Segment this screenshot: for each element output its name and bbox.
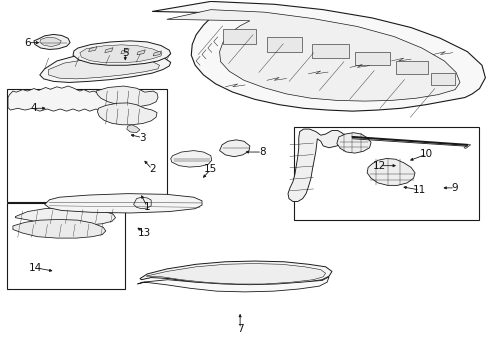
Bar	[396, 61, 428, 74]
Bar	[431, 73, 455, 85]
Polygon shape	[34, 35, 70, 49]
Text: 8: 8	[259, 147, 266, 157]
Polygon shape	[337, 133, 371, 153]
Polygon shape	[367, 158, 415, 185]
Polygon shape	[89, 46, 97, 51]
Text: 3: 3	[139, 133, 146, 143]
Text: 11: 11	[413, 185, 427, 195]
Polygon shape	[40, 51, 171, 82]
Text: 9: 9	[452, 183, 459, 193]
Polygon shape	[153, 51, 161, 56]
Polygon shape	[98, 103, 157, 125]
Bar	[223, 30, 256, 44]
Text: 13: 13	[138, 228, 151, 238]
Text: 12: 12	[373, 161, 386, 171]
Text: 10: 10	[420, 149, 433, 159]
Text: 2: 2	[149, 164, 155, 174]
Polygon shape	[96, 86, 158, 107]
Polygon shape	[127, 125, 140, 133]
Polygon shape	[8, 86, 135, 111]
Text: 14: 14	[29, 263, 43, 273]
Text: 15: 15	[204, 164, 218, 174]
Polygon shape	[73, 41, 171, 65]
Polygon shape	[40, 37, 61, 46]
Polygon shape	[288, 129, 345, 202]
Polygon shape	[147, 264, 326, 284]
Bar	[267, 37, 302, 51]
Text: 7: 7	[237, 324, 244, 334]
Bar	[7, 203, 125, 289]
Text: 4: 4	[30, 103, 37, 113]
Polygon shape	[13, 220, 106, 238]
Polygon shape	[464, 144, 471, 148]
Polygon shape	[80, 45, 162, 63]
Polygon shape	[167, 10, 460, 101]
Polygon shape	[134, 197, 151, 209]
Polygon shape	[171, 150, 212, 167]
Text: 5: 5	[122, 48, 128, 58]
Text: 1: 1	[144, 202, 150, 212]
Polygon shape	[140, 261, 332, 285]
Bar	[294, 127, 479, 220]
Bar	[7, 89, 167, 202]
Polygon shape	[138, 277, 329, 292]
Bar	[313, 44, 349, 58]
Text: 6: 6	[24, 38, 31, 48]
Polygon shape	[121, 49, 129, 54]
Polygon shape	[49, 57, 159, 79]
Polygon shape	[220, 140, 250, 157]
Polygon shape	[45, 194, 202, 213]
Polygon shape	[105, 48, 113, 53]
Polygon shape	[15, 207, 116, 225]
Bar	[355, 51, 390, 65]
Polygon shape	[137, 50, 146, 55]
Polygon shape	[152, 1, 486, 111]
